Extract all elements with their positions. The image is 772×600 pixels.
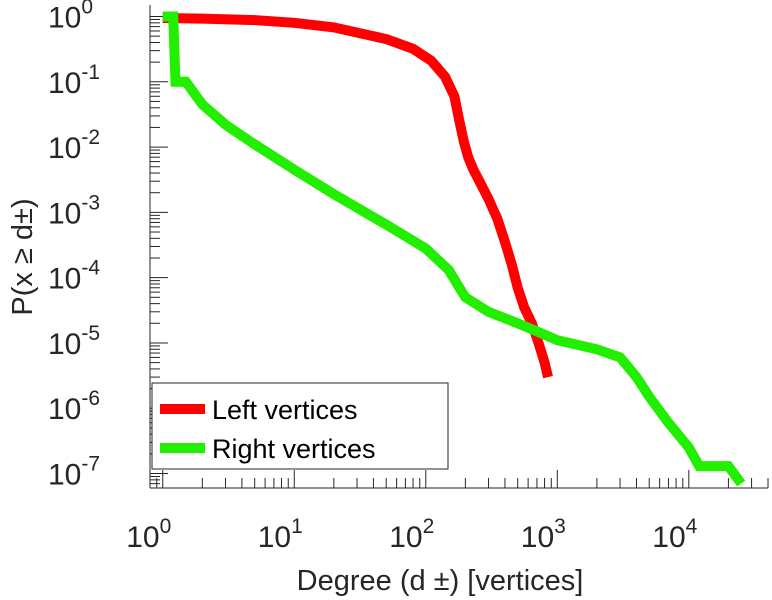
x-tick-labels: 100 101 102 103 104	[126, 515, 697, 554]
legend-label-right: Right vertices	[212, 434, 376, 464]
x-axis-label: Degree (d ±) [vertices]	[297, 565, 584, 597]
y-tick-label: 10-2	[48, 126, 100, 165]
y-tick-label: 100	[48, 0, 93, 34]
y-tick-label: 10-3	[48, 191, 100, 230]
y-axis-label: P(x ≥ d±)	[7, 198, 39, 315]
minor-ticks	[149, 18, 769, 489]
x-tick-label: 101	[258, 515, 303, 554]
y-tick-label: 10-7	[48, 453, 100, 492]
y-tick-label: 10-4	[48, 257, 100, 296]
x-tick-label: 103	[521, 515, 566, 554]
legend-box	[151, 382, 449, 470]
x-tick-label: 104	[652, 515, 697, 554]
y-tick-label: 10-5	[48, 322, 100, 361]
x-tick-label: 100	[126, 515, 171, 554]
y-tick-label: 10-1	[48, 61, 100, 100]
legend: Left vertices Right vertices	[151, 382, 449, 470]
legend-label-left: Left vertices	[212, 395, 358, 425]
series-line-left-vertices	[162, 13, 553, 379]
y-tick-labels: 100 10-1 10-2 10-3 10-4 10-5 10-6 10-7	[48, 0, 100, 492]
y-tick-label: 10-6	[48, 387, 100, 426]
x-tick-label: 102	[389, 515, 434, 554]
series-line-right-vertices	[162, 11, 746, 487]
series-layer	[162, 11, 746, 487]
